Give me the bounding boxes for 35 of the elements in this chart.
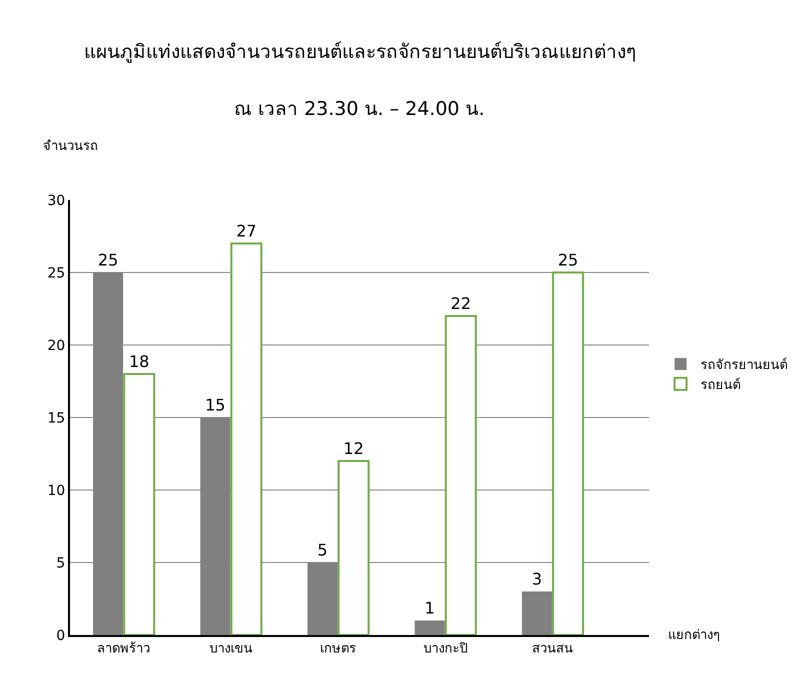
x-tick-label: เกษตร [320, 642, 356, 657]
bar [444, 315, 477, 635]
x-tick-label: บางกะปิ [423, 642, 468, 657]
bar [414, 620, 445, 635]
y-tick-label: 30 [47, 192, 66, 209]
y-tick-label: 5 [56, 555, 66, 572]
chart-title: แผนภูมิแท่งแสดงจำนวนรถยนต์และรถจักรยานยนต์บริเวณแยกต่างๆ [84, 41, 636, 63]
y-tick-label: 20 [47, 338, 66, 354]
data-label: 12 [343, 439, 364, 458]
bar [552, 272, 584, 635]
data-label: 15 [205, 396, 226, 414]
data-label: 18 [128, 352, 150, 371]
y-tick-label: 10 [47, 482, 66, 499]
bar [338, 460, 370, 635]
x-axis-title: แยกต่างๆ [668, 628, 720, 643]
x-tick-label: ลาดพร้าว [97, 642, 150, 657]
y-axis-title: จำนวนรถ [43, 139, 98, 154]
bar [230, 242, 262, 635]
x-tick-label: บางเขน [209, 642, 252, 657]
data-label: 3 [532, 570, 542, 588]
chart-subtitle: ณ เวลา 23.30 น. – 24.00 น. [234, 98, 485, 120]
data-label: 5 [317, 540, 328, 560]
legend-label: รถจักรยานยนต์ [700, 357, 788, 374]
data-label: 27 [236, 222, 257, 240]
y-tick-label: 25 [47, 265, 66, 282]
data-label: 25 [98, 250, 118, 270]
bar [123, 373, 156, 635]
data-label: 25 [558, 250, 578, 270]
data-label: 1 [424, 598, 435, 618]
y-tick-label: 0 [56, 628, 66, 644]
data-label: 22 [450, 294, 472, 313]
bar [522, 592, 552, 635]
x-tick-label: สวนสน [532, 642, 573, 657]
y-tick-label: 15 [47, 410, 66, 426]
legend-label: รถยนต์ [700, 376, 741, 393]
